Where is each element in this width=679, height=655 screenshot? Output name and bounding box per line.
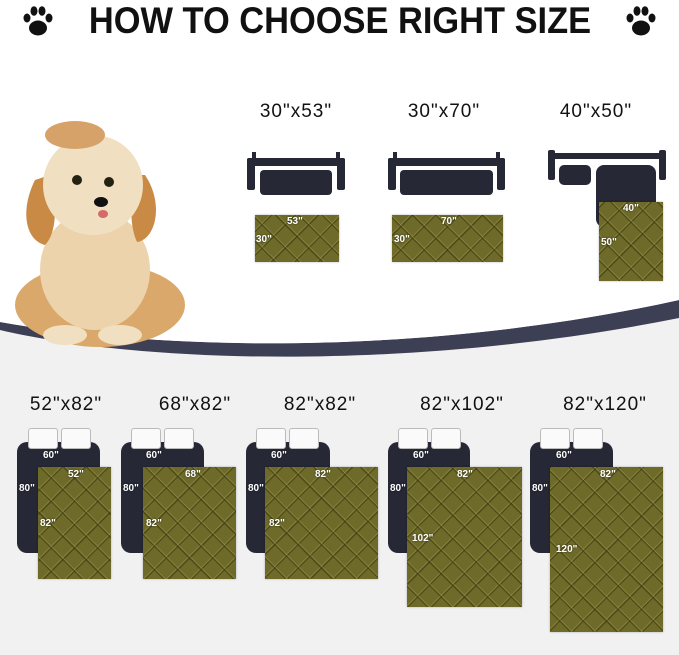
pillow-icon bbox=[256, 428, 286, 449]
width-label: 82" bbox=[315, 469, 331, 480]
width-label: 52" bbox=[68, 469, 84, 480]
mat-82x120: 82" 120" bbox=[550, 467, 663, 632]
height-label: 30" bbox=[394, 234, 410, 245]
mat-30x53: 53" 30" bbox=[255, 215, 339, 262]
width-label: 70" bbox=[441, 216, 457, 227]
size-label: 68"x82" bbox=[158, 394, 232, 415]
bed-length-label: 80" bbox=[532, 483, 548, 494]
width-label: 40" bbox=[623, 203, 639, 214]
height-label: 50" bbox=[601, 237, 617, 248]
size-label: 82"x102" bbox=[420, 394, 504, 415]
size-label: 82"x82" bbox=[283, 394, 357, 415]
mat-52x82: 52" 82" bbox=[38, 467, 111, 579]
width-label: 68" bbox=[185, 469, 201, 480]
bed-length-label: 80" bbox=[19, 483, 35, 494]
header: HOW TO CHOOSE RIGHT SIZE bbox=[0, 0, 679, 42]
bed-length-label: 80" bbox=[123, 483, 139, 494]
mat-68x82: 68" 82" bbox=[143, 467, 236, 579]
sofa-icon bbox=[247, 150, 345, 195]
width-label: 82" bbox=[457, 469, 473, 480]
width-label: 53" bbox=[287, 216, 303, 227]
bed-length-label: 80" bbox=[390, 483, 406, 494]
pillow-icon bbox=[61, 428, 91, 449]
paw-icon bbox=[23, 6, 53, 36]
page-title: HOW TO CHOOSE RIGHT SIZE bbox=[88, 0, 591, 41]
mat-82x102: 82" 102" bbox=[407, 467, 522, 607]
pillow-icon bbox=[573, 428, 603, 449]
bed-width-label: 60" bbox=[413, 450, 429, 461]
size-label: 82"x120" bbox=[563, 394, 647, 415]
bed-width-label: 60" bbox=[556, 450, 572, 461]
height-label: 102" bbox=[412, 533, 434, 544]
mat-40x50: 40" 50" bbox=[599, 202, 663, 281]
size-label: 30"x53" bbox=[259, 101, 333, 122]
mat-30x70: 70" 30" bbox=[392, 215, 503, 262]
sofa-icon bbox=[388, 150, 505, 195]
width-label: 82" bbox=[600, 469, 616, 480]
bed-width-label: 60" bbox=[43, 450, 59, 461]
paw-icon bbox=[626, 6, 656, 36]
height-label: 82" bbox=[40, 518, 56, 529]
pillow-icon bbox=[131, 428, 161, 449]
bed-width-label: 60" bbox=[146, 450, 162, 461]
pillow-icon bbox=[289, 428, 319, 449]
pillow-icon bbox=[431, 428, 461, 449]
height-label: 82" bbox=[269, 518, 285, 529]
pillow-icon bbox=[164, 428, 194, 449]
size-label: 52"x82" bbox=[29, 394, 103, 415]
height-label: 30" bbox=[256, 234, 272, 245]
height-label: 82" bbox=[146, 518, 162, 529]
height-label: 120" bbox=[556, 544, 578, 555]
pillow-icon bbox=[540, 428, 570, 449]
pillow-icon bbox=[398, 428, 428, 449]
size-label: 30"x70" bbox=[407, 101, 481, 122]
pillow-icon bbox=[28, 428, 58, 449]
dog-image bbox=[15, 121, 185, 347]
bed-length-label: 80" bbox=[248, 483, 264, 494]
mat-82x82: 82" 82" bbox=[265, 467, 378, 579]
size-label: 40"x50" bbox=[559, 101, 633, 122]
bed-width-label: 60" bbox=[271, 450, 287, 461]
